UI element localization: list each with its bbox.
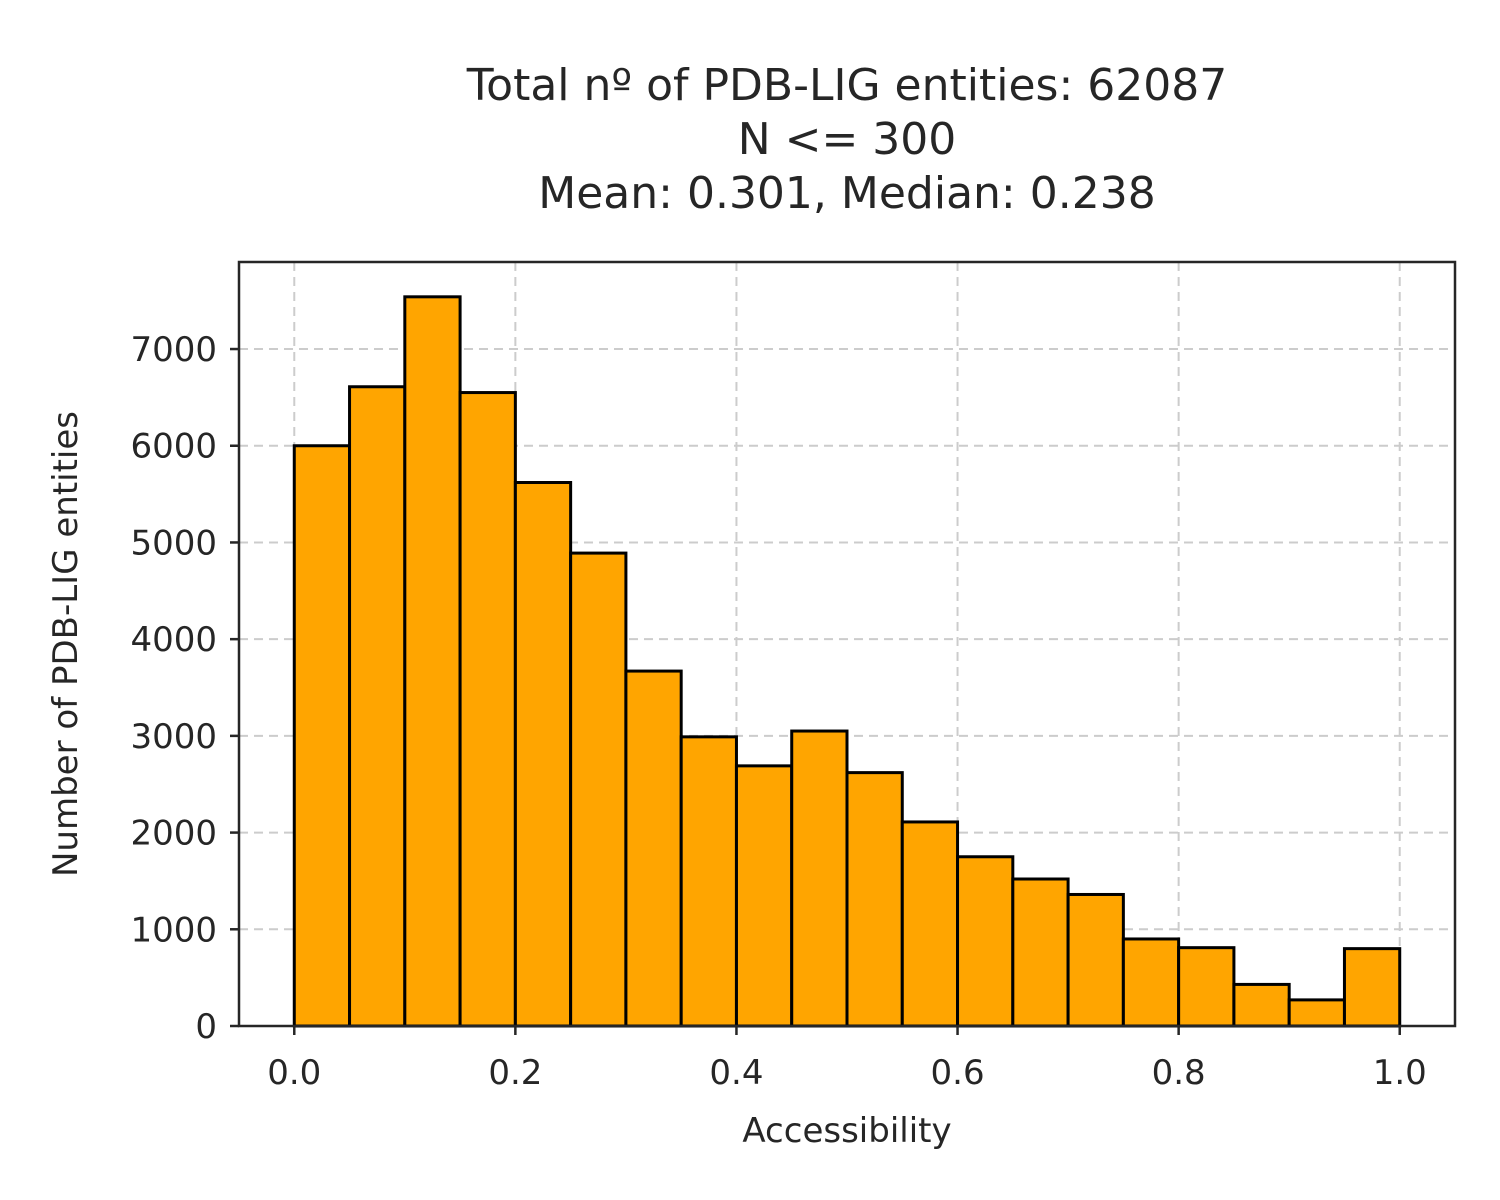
- histogram-bar: [569, 551, 628, 1028]
- histogram-bar: [1177, 946, 1236, 1028]
- histogram-bar: [1066, 892, 1125, 1028]
- x-tick-label: 0.2: [488, 1053, 542, 1093]
- histogram-bars: [292, 295, 1402, 1028]
- histogram-bar: [348, 385, 407, 1028]
- histogram-bar: [790, 729, 849, 1028]
- histogram-bar: [679, 735, 738, 1028]
- y-axis-label: Number of PDB-LIG entities: [46, 411, 86, 877]
- y-tick-label: 0: [195, 1007, 217, 1047]
- histogram-bar: [513, 480, 573, 1028]
- histogram-bar: [734, 764, 794, 1028]
- histogram-bar: [1287, 998, 1346, 1028]
- y-axis-ticks: 0 1000 2000 3000 4000 5000 6000 7000: [130, 330, 239, 1047]
- x-tick-label: 0.4: [709, 1053, 763, 1093]
- x-tick-label: 0.0: [267, 1053, 321, 1093]
- histogram-bar: [292, 444, 352, 1028]
- histogram-bar: [845, 771, 904, 1028]
- x-tick-label: 0.6: [931, 1053, 985, 1093]
- histogram-bar: [1342, 947, 1402, 1028]
- histogram-bar: [900, 820, 960, 1028]
- histogram-bar: [403, 295, 462, 1028]
- x-axis-ticks: 0.0 0.2 0.4 0.6 0.8 1.0: [267, 1026, 1427, 1093]
- histogram-bar: [624, 669, 683, 1028]
- y-tick-label: 5000: [130, 523, 217, 563]
- plot-frame: [237, 260, 1457, 1028]
- histogram-bar: [1232, 982, 1291, 1028]
- title-line-3: Mean: 0.301, Median: 0.238: [538, 168, 1155, 219]
- title-line-2: N <= 300: [738, 114, 957, 165]
- y-tick-label: 4000: [130, 620, 217, 660]
- histogram-bar: [458, 391, 517, 1028]
- title-line-1: Total nº of PDB-LIG entities: 62087: [466, 60, 1227, 111]
- y-tick-label: 3000: [130, 717, 217, 757]
- y-tick-label: 6000: [130, 427, 217, 467]
- histogram-bar: [1121, 937, 1181, 1028]
- histogram-bar: [956, 855, 1015, 1028]
- histogram-bar: [1011, 877, 1070, 1028]
- y-tick-label: 1000: [130, 910, 217, 950]
- y-tick-label: 7000: [130, 330, 217, 370]
- x-tick-label: 0.8: [1152, 1053, 1206, 1093]
- y-tick-label: 2000: [130, 814, 217, 854]
- x-axis-label: Accessibility: [742, 1111, 951, 1151]
- x-tick-label: 1.0: [1373, 1053, 1427, 1093]
